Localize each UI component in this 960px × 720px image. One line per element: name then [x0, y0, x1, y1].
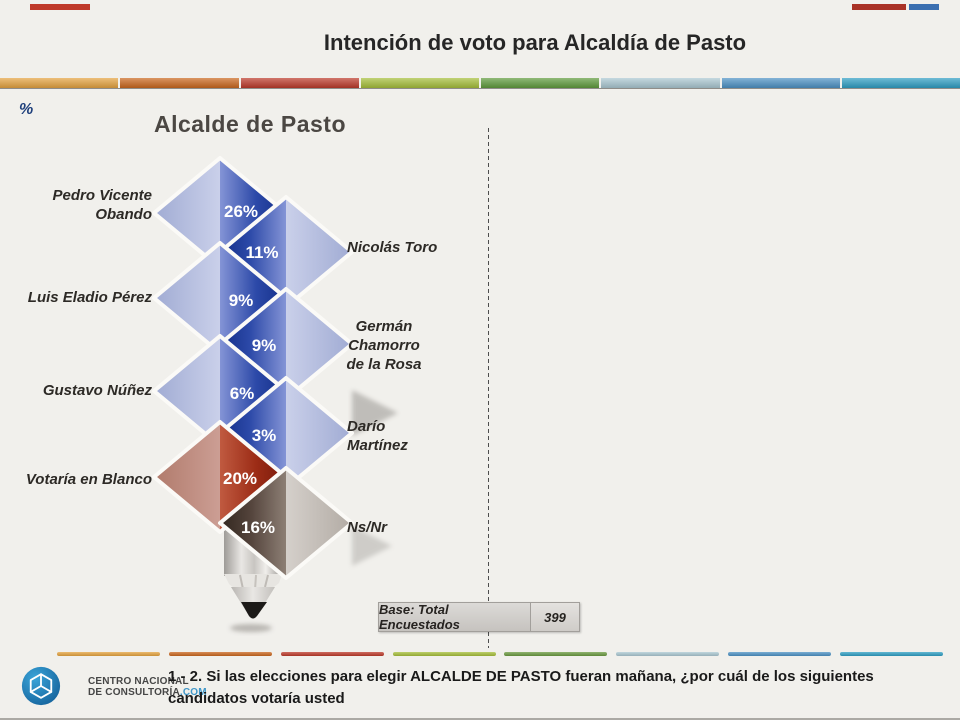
candidate-label-pedro-vicente-obando: Pedro Vicente Obando [15, 186, 152, 224]
dash-segment [728, 652, 832, 656]
pencil-lead [241, 602, 267, 619]
base-label: Base: Total Encuestados [379, 602, 531, 632]
survey-question: 1 - 2. Si las elecciones para elegir ALC… [168, 666, 878, 710]
color-bar-segment [721, 78, 840, 88]
color-bar-segment [360, 78, 479, 88]
label-line: Germán [355, 318, 413, 335]
color-bar-segment [0, 78, 119, 88]
cnc-logo-icon [21, 666, 61, 706]
label-line: Obando [95, 206, 152, 223]
candidate-label-gustavo-nunez: Gustavo Núñez [12, 381, 152, 400]
label-line: Darío [347, 418, 386, 435]
value-label: 20% [223, 469, 257, 488]
pencil-tip-shadow [230, 624, 272, 632]
value-label: 11% [245, 243, 278, 262]
diamond-ns-nr [218, 466, 354, 580]
top-right-accent-dash-blue [909, 4, 939, 10]
pencil-carve-streak [239, 574, 244, 590]
page-title: Intención de voto para Alcaldía de Pasto [323, 30, 747, 55]
base-value: 399 [531, 603, 579, 631]
label-line: Luis Eladio Pérez [27, 289, 152, 306]
dash-segment [839, 652, 943, 656]
candidate-label-german-chamorro: Germán Chamorro de la Rosa [342, 317, 426, 374]
candidate-label-nicolas-toro: Nicolás Toro [347, 238, 467, 257]
candidate-label-ns-nr: Ns/Nr [347, 518, 427, 537]
slide-bottom-edge [0, 718, 960, 720]
logo-line1: CENTRO NACIONAL [88, 676, 189, 687]
color-bar-segment [481, 78, 600, 88]
color-bar-segment [120, 78, 239, 88]
value-label: 16% [241, 518, 275, 537]
logo-line2-suffix: .COM [179, 687, 207, 698]
unit-label: % [19, 101, 34, 118]
value-label: 3% [252, 426, 277, 445]
label-line: Chamorro [348, 337, 420, 354]
label-line: Nicolás Toro [347, 239, 438, 256]
base-box: Base: Total Encuestados 399 [378, 602, 580, 632]
label-line: Gustavo Núñez [42, 382, 152, 399]
diamond-shadow [352, 390, 398, 436]
value-label: 26% [224, 202, 258, 221]
value-label: 9% [229, 291, 254, 310]
dash-segment [280, 652, 384, 656]
cnc-logo-text: CENTRO NACIONAL DE CONSULTORÍA.COM [88, 676, 207, 698]
color-bar-underline [0, 88, 960, 89]
dash-segment [57, 652, 160, 656]
question-line1: 1 - 2. Si las elecciones para elegir ALC… [168, 668, 874, 685]
dash-segment [504, 652, 608, 656]
dash-segment [616, 652, 720, 656]
chart-title: Alcalde de Pasto [153, 111, 347, 137]
logo-line2: DE CONSULTORÍA.COM [88, 687, 207, 698]
dash-segment [168, 652, 272, 656]
value-label: 6% [230, 384, 255, 403]
value-label: 9% [252, 336, 277, 355]
label-line: Votaría en Blanco [25, 471, 152, 488]
label-line: Martínez [347, 437, 408, 454]
decorative-color-bar [0, 78, 960, 88]
top-right-accent-dash-red [852, 4, 906, 10]
color-bar-segment [240, 78, 359, 88]
candidate-label-votaria-en-blanco: Votaría en Blanco [0, 470, 152, 489]
question-line2: candidatos votaría usted [168, 690, 345, 707]
label-line: Ns/Nr [347, 519, 388, 536]
color-bar-segment [841, 78, 960, 88]
logo-line2-main: DE CONSULTORÍA [88, 687, 180, 698]
color-bar-segment [601, 78, 720, 88]
footer-color-dash-line [57, 652, 943, 656]
diamond-shadow [352, 526, 392, 566]
top-left-accent-dash [30, 4, 90, 10]
label-line: de la Rosa [346, 356, 422, 373]
dash-segment [392, 652, 496, 656]
pencil-carve-streak [264, 574, 269, 588]
candidate-label-dario-martinez: Darío Martínez [347, 417, 447, 455]
label-line: Pedro Vicente [52, 187, 152, 204]
candidate-label-luis-eladio-perez: Luis Eladio Pérez [2, 288, 152, 307]
